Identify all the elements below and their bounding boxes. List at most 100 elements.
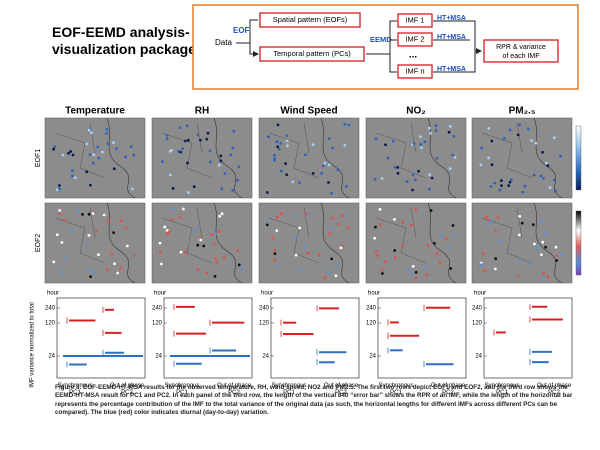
station-dot: [218, 214, 222, 218]
station-dot: [88, 269, 91, 273]
station-dot: [323, 161, 327, 165]
node-label: of each IMF: [503, 53, 540, 60]
station-dot: [434, 124, 438, 128]
station-dot: [526, 127, 530, 131]
y-tick-label: 24: [369, 354, 376, 360]
unit-label: hour: [154, 291, 166, 297]
station-dot: [119, 266, 123, 270]
station-dot: [181, 147, 185, 151]
station-dot: [112, 167, 116, 171]
station-dot: [373, 236, 376, 240]
station-dot: [425, 273, 429, 277]
station-dot: [91, 212, 95, 215]
station-dot: [530, 139, 533, 143]
station-dot: [184, 250, 187, 254]
station-dot: [374, 250, 378, 254]
station-dot: [61, 153, 65, 157]
station-dot: [214, 257, 218, 260]
station-dot: [107, 219, 110, 223]
station-dot: [213, 274, 217, 278]
station-dot: [58, 209, 62, 212]
station-dot: [542, 177, 545, 180]
station-dot: [187, 191, 190, 194]
colorbar: [575, 125, 582, 191]
station-dot: [170, 149, 174, 152]
station-dot: [280, 169, 283, 173]
x-label: Out of phase PC2: [324, 383, 359, 396]
station-dot: [88, 153, 92, 157]
station-dot: [490, 139, 494, 143]
row-label: EOF2: [35, 234, 42, 252]
panel: [270, 297, 360, 379]
x-label: Synchronous PC1: [271, 383, 306, 396]
station-dot: [380, 268, 384, 272]
station-dot: [337, 222, 341, 226]
node: [397, 32, 433, 47]
station-dot: [489, 185, 493, 188]
y-tick-label: 240: [259, 306, 270, 312]
y-tick-label: 24: [475, 354, 482, 360]
bracket: [470, 20, 481, 73]
station-dot: [220, 187, 224, 191]
border: [481, 122, 533, 179]
x-label: Synchronous PC1: [57, 383, 92, 396]
station-dot: [487, 222, 491, 225]
station-dot: [199, 138, 202, 142]
panel: [163, 297, 253, 379]
station-dot: [487, 218, 491, 222]
station-dot: [284, 162, 287, 166]
station-dot: [240, 267, 244, 270]
station-dot: [508, 128, 512, 132]
border: [54, 122, 106, 179]
station-dot: [532, 173, 536, 177]
station-dot: [374, 225, 377, 229]
station-dot: [554, 189, 557, 193]
station-dot: [480, 146, 483, 150]
station-dot: [451, 224, 455, 227]
panel: [377, 297, 467, 379]
station-dot: [391, 139, 395, 143]
station-dot: [317, 253, 321, 257]
station-dot: [89, 183, 92, 187]
station-dot: [428, 187, 431, 191]
station-dot: [345, 185, 348, 188]
column-header: Temperature: [65, 106, 125, 117]
station-dot: [171, 187, 175, 190]
station-dot: [81, 213, 84, 216]
station-dot: [223, 172, 227, 175]
station-dot: [73, 176, 77, 180]
station-dot: [396, 166, 400, 169]
station-dot: [87, 234, 91, 237]
station-dot: [105, 268, 109, 272]
coastline: [533, 202, 563, 284]
station-dot: [414, 178, 417, 182]
x-label: Out of phase PC2: [431, 383, 466, 396]
station-dot: [518, 257, 521, 261]
station-dot: [206, 131, 210, 135]
station-dot: [172, 207, 176, 211]
station-dot: [494, 229, 497, 233]
station-dot: [481, 252, 485, 256]
station-dot: [411, 265, 415, 268]
station-dot: [523, 184, 527, 188]
station-dot: [334, 274, 338, 278]
station-dot: [449, 267, 453, 270]
arrow: [236, 19, 258, 54]
station-dot: [273, 153, 276, 157]
station-dot: [544, 245, 547, 249]
station-dot: [555, 259, 558, 262]
station-dot: [205, 137, 209, 141]
station-dot: [518, 123, 521, 127]
station-dot: [393, 166, 397, 169]
station-dot: [61, 270, 65, 274]
coastline: [320, 117, 350, 199]
station-dot: [285, 134, 289, 138]
station-dot: [125, 244, 129, 248]
station-dot: [304, 245, 308, 248]
station-dot: [271, 236, 274, 240]
station-dot: [125, 226, 128, 229]
station-dot: [112, 231, 115, 235]
station-dot: [411, 173, 415, 177]
station-dot: [279, 141, 283, 145]
